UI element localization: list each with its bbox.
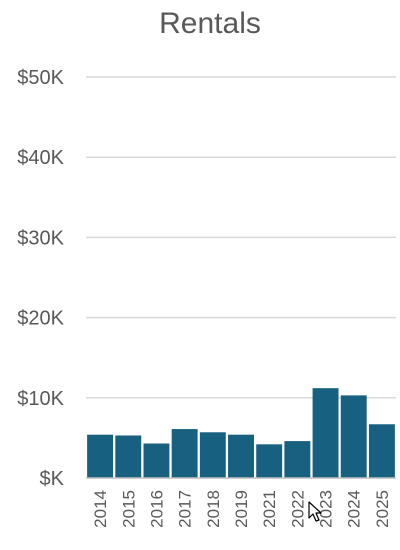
x-tick-label: 2014 (91, 490, 110, 528)
y-axis-ticks: $K $10K $20K $30K $40K $50K (17, 67, 64, 490)
bar-2024 (340, 395, 367, 478)
y-tick-label: $10K (17, 388, 64, 410)
y-tick-label: $30K (17, 227, 64, 249)
x-tick-label: 2015 (119, 490, 138, 528)
x-tick-label: 2024 (345, 490, 364, 528)
bar-2019 (228, 434, 254, 478)
x-axis-ticks: 2014 2015 2016 2017 2018 2019 2021 2022 2023 2024… (91, 490, 392, 528)
x-tick-label: 2025 (373, 490, 392, 528)
x-tick-label: 2019 (232, 490, 251, 528)
bar-2015 (115, 435, 142, 478)
x-tick-label: 2023 (317, 490, 336, 528)
y-tick-label: $20K (17, 308, 64, 330)
bar-2022 (284, 441, 311, 478)
y-tick-label: $K (40, 468, 65, 490)
x-tick-label: 2017 (176, 490, 195, 528)
x-tick-label: 2021 (260, 490, 279, 528)
bar-2023 (312, 388, 339, 478)
y-tick-label: $50K (17, 67, 64, 89)
mouse-pointer-icon (308, 501, 322, 522)
chart-title: Rentals (159, 7, 261, 40)
bar-2021 (256, 444, 283, 478)
x-tick-label: 2018 (204, 490, 223, 528)
bar-2017 (171, 429, 198, 478)
y-tick-label: $40K (17, 147, 64, 169)
bar-2016 (143, 443, 170, 478)
bar-2018 (199, 432, 226, 478)
x-tick-label: 2022 (288, 490, 307, 528)
bars (87, 388, 395, 478)
x-tick-label: 2016 (147, 490, 166, 528)
bar-2014 (87, 434, 114, 478)
bar-2025 (368, 424, 395, 478)
gridlines (86, 76, 396, 399)
